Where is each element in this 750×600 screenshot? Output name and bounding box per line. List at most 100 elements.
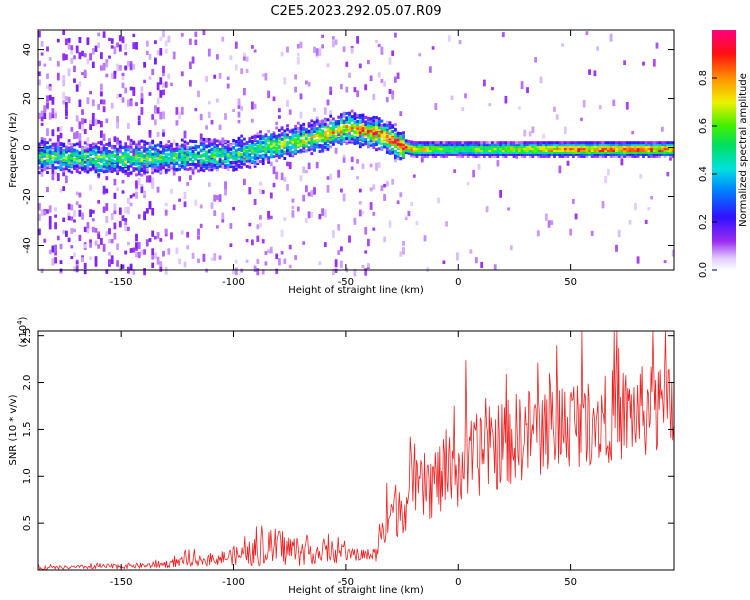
- spectrogram-cell: [361, 133, 365, 137]
- spectrogram-cell: [501, 152, 505, 156]
- spectrogram-cell: [143, 140, 146, 144]
- spectrogram-cell: [431, 141, 435, 145]
- spectrogram-cell: [453, 152, 457, 156]
- spectrogram-cell: [628, 149, 632, 152]
- spectrogram-cell: [108, 251, 111, 256]
- spectrogram-cell: [267, 249, 270, 254]
- spectrogram-cell: [83, 160, 87, 164]
- spectrogram-cell: [202, 140, 206, 144]
- spectrogram-cell: [210, 153, 214, 157]
- spectrogram-cell: [332, 117, 335, 121]
- spectrogram-cell: [609, 141, 613, 145]
- spectrogram-cell: [367, 238, 370, 247]
- spectrogram-cell: [302, 134, 306, 138]
- spectrogram-cell: [162, 30, 165, 38]
- spectrogram-cell: [118, 65, 122, 71]
- spectrogram-cell: [183, 144, 187, 148]
- spectrogram-cell: [51, 245, 55, 253]
- spectrogram-cell: [404, 151, 408, 155]
- spectrogram-cell: [135, 143, 138, 147]
- spectrogram-cell: [601, 154, 605, 158]
- spectrogram-cell: [264, 154, 268, 158]
- spectrogram-cell: [372, 125, 376, 129]
- spectrogram-cell: [437, 147, 440, 151]
- spectrogram-cell: [237, 163, 241, 167]
- spectrogram-cell: [631, 143, 635, 147]
- spectrogram-cell: [54, 151, 57, 155]
- spectrogram-cell: [83, 69, 87, 78]
- spectrogram-cell: [86, 143, 90, 147]
- spectrogram-cell: [51, 170, 55, 174]
- spectrogram-cell: [655, 147, 659, 151]
- spectrogram-cell: [91, 142, 95, 146]
- spectrogram-cell: [655, 143, 659, 147]
- spectrogram-cell: [202, 143, 206, 147]
- spectrogram-cell: [207, 111, 211, 119]
- spectrogram-cell: [189, 80, 192, 87]
- spectrogram-cell: [442, 147, 446, 151]
- spectrogram-cell: [253, 265, 257, 273]
- spectrogram-cell: [234, 150, 238, 154]
- spectrogram-cell: [507, 152, 510, 156]
- spectrogram-cell: [480, 145, 484, 149]
- spectrogram-cell: [399, 137, 403, 141]
- spectrogram-cell: [253, 143, 257, 146]
- spectrogram-cell: [86, 170, 90, 174]
- spectrogram-cell: [143, 79, 146, 84]
- spectrogram-cell: [102, 99, 106, 105]
- spectrogram-cell: [240, 153, 244, 156]
- spectrogram-cell: [375, 137, 378, 141]
- spectrogram-cell: [474, 151, 478, 154]
- spectrogram-cell: [75, 166, 79, 170]
- spectrogram-cell: [315, 145, 319, 149]
- spectrogram-cell: [305, 144, 308, 148]
- spectrogram-cell: [251, 118, 254, 123]
- spectrogram-cell: [70, 145, 74, 149]
- spectrogram-cell: [396, 157, 400, 161]
- spectrogram-cell: [429, 151, 432, 154]
- spectrogram-cell: [151, 145, 155, 149]
- spectrogram-cell: [124, 218, 128, 222]
- spectrogram-cell: [323, 145, 327, 149]
- spectrogram-cell: [526, 141, 529, 145]
- spectrogram-cell: [140, 86, 144, 92]
- spectrogram-cell: [375, 121, 378, 125]
- spectrogram-cell: [94, 240, 98, 246]
- spectrogram-cell: [636, 256, 640, 264]
- spectrogram-cell: [501, 149, 505, 152]
- spectrogram-cell: [598, 147, 602, 151]
- spectrogram-cell: [534, 145, 537, 149]
- spectrogram-cell: [625, 152, 629, 156]
- spectrogram-cell: [404, 141, 408, 145]
- spectrogram-cell: [264, 261, 268, 266]
- spectrogram-cell: [310, 152, 314, 156]
- spectrogram-cell: [407, 147, 411, 151]
- spectrogram-cell: [154, 58, 157, 65]
- spectrogram-cell: [369, 141, 373, 145]
- spectrogram-cell: [590, 154, 594, 158]
- spectrogram-cell: [572, 152, 575, 156]
- spectrogram-cell: [485, 149, 489, 152]
- spectrogram-cell: [154, 155, 157, 159]
- spectrogram-cell: [445, 154, 448, 158]
- spectrogram-cell: [132, 193, 136, 197]
- spectrogram-cell: [442, 145, 446, 149]
- spectrogram-cell: [40, 41, 44, 47]
- spectrogram-cell: [663, 145, 667, 149]
- spectrogram-cell: [493, 143, 497, 147]
- spectrogram-cell: [342, 46, 346, 52]
- spectrogram-cell: [410, 150, 413, 154]
- spectrogram-cell: [62, 230, 66, 234]
- spectrogram-cell: [167, 159, 171, 163]
- spectrogram-cell: [213, 210, 217, 216]
- spectrogram-cell: [54, 214, 57, 218]
- spectrogram-cell: [334, 39, 338, 45]
- spectrogram-cell: [491, 151, 494, 154]
- spectrogram-cell: [617, 229, 621, 238]
- spectrogram-cell: [437, 152, 440, 156]
- spectrogram-cell: [485, 141, 489, 145]
- spectrogram-cell: [472, 151, 475, 154]
- spectrogram-cell: [358, 113, 362, 117]
- spectrogram-cell: [205, 163, 208, 167]
- spectrogram-cell: [124, 87, 128, 94]
